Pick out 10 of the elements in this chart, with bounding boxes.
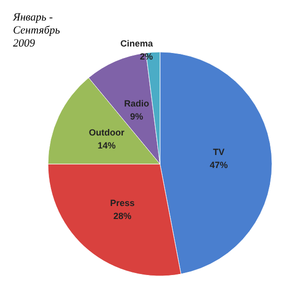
chart-title: Январь - Сентябрь 2009 xyxy=(12,12,63,50)
data-label: 47% xyxy=(210,160,228,170)
data-label: 9% xyxy=(130,111,144,122)
data-label: 14% xyxy=(98,140,116,150)
slice-label: Cinema xyxy=(120,38,154,49)
slice-label: Press xyxy=(110,198,135,208)
slice-label: Outdoor xyxy=(88,127,125,138)
slice-label: TV xyxy=(212,146,224,157)
data-label: 28% xyxy=(113,210,132,221)
slice-label: Radio xyxy=(124,98,150,108)
